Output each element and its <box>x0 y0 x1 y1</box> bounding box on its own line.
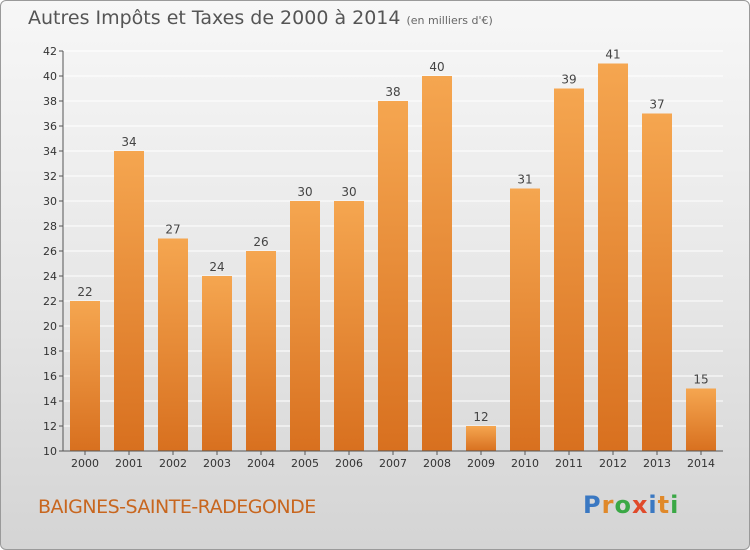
data-label: 34 <box>121 135 136 149</box>
logo-letter: i <box>648 491 658 519</box>
y-tick-label: 24 <box>43 270 57 283</box>
x-tick-label: 2001 <box>115 457 143 470</box>
x-tick-label: 2005 <box>291 457 319 470</box>
logo-letter: x <box>631 491 649 519</box>
data-label: 31 <box>517 173 532 187</box>
y-tick-label: 42 <box>43 45 57 58</box>
data-label: 22 <box>77 285 92 299</box>
y-tick-label: 20 <box>43 320 57 333</box>
data-labels: 22 34 27 24 26 30 30 38 40 12 31 39 41 37 15 <box>77 48 708 425</box>
bar-2014 <box>686 388 716 451</box>
data-label: 30 <box>297 185 312 199</box>
x-tick-label: 2004 <box>247 457 275 470</box>
x-tick-label: 2007 <box>379 457 407 470</box>
bar-2007 <box>378 101 408 451</box>
bar-2009 <box>466 426 496 451</box>
bars <box>70 63 716 451</box>
x-tick-label: 2014 <box>687 457 715 470</box>
bar-2001 <box>114 151 144 451</box>
x-tick-label: 2003 <box>203 457 231 470</box>
bar-2013 <box>642 113 672 451</box>
data-label: 38 <box>385 85 400 99</box>
data-label: 27 <box>165 223 180 237</box>
y-tick-label: 22 <box>43 295 57 308</box>
data-label: 15 <box>693 373 708 387</box>
commune-name: BAIGNES-SAINTE-RADEGONDE <box>38 496 316 518</box>
logo-letter: i <box>670 491 680 519</box>
proxiti-logo[interactable]: Proxiti <box>583 491 679 519</box>
x-tick-label: 2000 <box>71 457 99 470</box>
data-label: 26 <box>253 235 268 249</box>
chart-title: Autres Impôts et Taxes de 2000 à 2014 (en… <box>28 7 493 29</box>
y-tick-label: 26 <box>43 245 57 258</box>
x-tick-label: 2006 <box>335 457 363 470</box>
data-label: 24 <box>209 260 224 274</box>
data-label: 37 <box>649 98 664 112</box>
y-tick-label: 10 <box>43 445 57 458</box>
x-tick-label: 2010 <box>511 457 539 470</box>
bar-2005 <box>290 201 320 451</box>
y-tick-label: 36 <box>43 120 57 133</box>
y-tick-label: 30 <box>43 195 57 208</box>
bar-2012 <box>598 63 628 451</box>
logo-letter: r <box>601 491 615 519</box>
axes: 10 12 14 16 18 20 22 24 26 28 30 32 34 36 38 40 42 2000 20… <box>43 45 723 470</box>
data-label: 12 <box>473 410 488 424</box>
bar-2011 <box>554 88 584 451</box>
bar-2010 <box>510 188 540 451</box>
data-label: 41 <box>605 48 620 62</box>
data-label: 30 <box>341 185 356 199</box>
y-tick-label: 16 <box>43 370 57 383</box>
chart-unit: (en milliers d'€) <box>406 14 493 27</box>
y-tick-label: 12 <box>43 420 57 433</box>
bar-2003 <box>202 276 232 451</box>
logo-letter: t <box>657 491 671 519</box>
data-label: 40 <box>429 60 444 74</box>
x-tick-label: 2013 <box>643 457 671 470</box>
bar-2002 <box>158 238 188 451</box>
bar-2008 <box>422 76 452 451</box>
x-tick-label: 2011 <box>555 457 583 470</box>
logo-letter: o <box>614 491 632 519</box>
bar-2004 <box>246 251 276 451</box>
chart-title-text: Autres Impôts et Taxes de 2000 à 2014 <box>28 7 401 29</box>
y-tick-label: 28 <box>43 220 57 233</box>
y-tick-label: 38 <box>43 95 57 108</box>
y-tick-label: 14 <box>43 395 57 408</box>
y-tick-label: 40 <box>43 70 57 83</box>
x-tick-label: 2002 <box>159 457 187 470</box>
y-tick-label: 18 <box>43 345 57 358</box>
data-label: 39 <box>561 73 576 87</box>
bar-2006 <box>334 201 364 451</box>
x-tick-label: 2009 <box>467 457 495 470</box>
y-tick-label: 34 <box>43 145 57 158</box>
x-tick-label: 2012 <box>599 457 627 470</box>
bar-2000 <box>70 301 100 451</box>
x-tick-label: 2008 <box>423 457 451 470</box>
logo-letter: P <box>583 491 602 519</box>
y-tick-label: 32 <box>43 170 57 183</box>
